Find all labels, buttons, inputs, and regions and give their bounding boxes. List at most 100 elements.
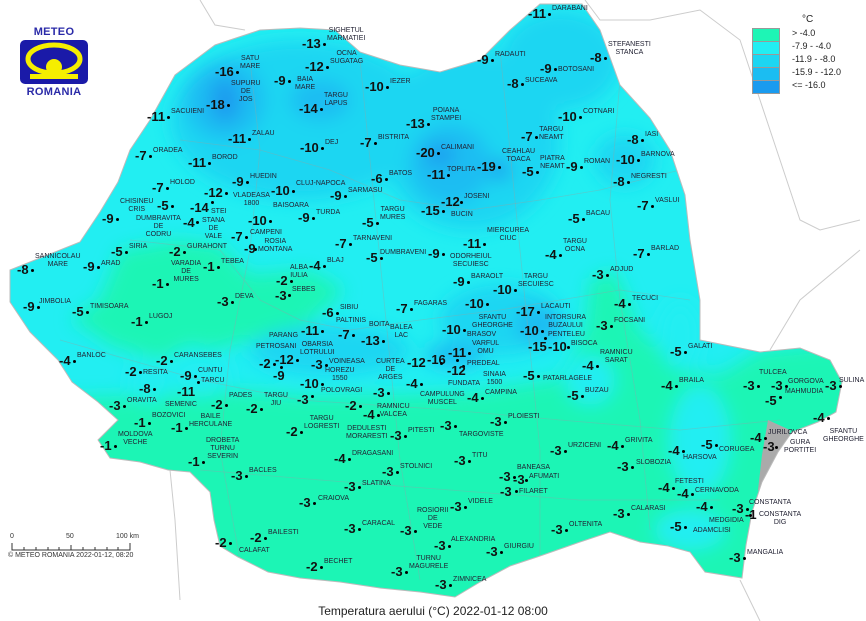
station-name: SIGHETUL MARMATIEI bbox=[327, 27, 366, 42]
station-dot bbox=[347, 457, 351, 461]
station-dot bbox=[564, 528, 568, 532]
station-dot bbox=[436, 151, 440, 155]
station-dot bbox=[193, 374, 197, 378]
station-dot bbox=[455, 358, 459, 362]
station-name: CONSTANTA DIG bbox=[759, 511, 802, 526]
station-dot bbox=[358, 404, 362, 408]
station-name: LACAUTI bbox=[541, 303, 571, 310]
station-dot bbox=[640, 138, 644, 142]
station-temperature: -7 bbox=[633, 246, 645, 261]
station-name: COTNARI bbox=[583, 108, 615, 115]
logo-emblem-icon bbox=[25, 42, 83, 79]
station-dot bbox=[763, 436, 767, 440]
station-temperature: -3 bbox=[617, 459, 629, 474]
station-temperature: -3 bbox=[513, 472, 525, 487]
station-dot bbox=[165, 282, 169, 286]
station-temperature: -1 bbox=[171, 420, 183, 435]
station-name: LUGOJ bbox=[149, 313, 173, 320]
station-dot bbox=[253, 247, 257, 251]
station-name: TARGOVISTE bbox=[459, 431, 504, 438]
station-dot bbox=[778, 395, 782, 399]
station-name: JURILOVCA bbox=[768, 429, 808, 436]
legend-unit: °C bbox=[802, 14, 814, 25]
station-temperature: -6 bbox=[371, 171, 383, 186]
station-name: TURDA bbox=[316, 209, 341, 216]
station-temperature: -10 bbox=[300, 140, 319, 155]
station-dot bbox=[503, 420, 507, 424]
station-name: SANNICOLAU MARE bbox=[35, 253, 81, 268]
station-name: BECHET bbox=[324, 558, 353, 565]
station-name: MIERCUREA CIUC bbox=[487, 227, 530, 242]
legend-item: -7.9 - -4.0 bbox=[752, 41, 864, 55]
scale-tick-0: 0 bbox=[10, 533, 14, 540]
station-name: TARCU bbox=[201, 377, 225, 384]
station-name: IEZER bbox=[390, 78, 411, 85]
station-dot bbox=[453, 424, 457, 428]
station-temperature: -10 bbox=[365, 79, 384, 94]
station-dot bbox=[210, 200, 214, 204]
station-name: SACUIENI bbox=[171, 108, 205, 115]
legend-swatch bbox=[752, 54, 780, 68]
station-dot bbox=[563, 449, 567, 453]
station-dot bbox=[547, 12, 551, 16]
station-dot bbox=[124, 250, 128, 254]
station-temperature: -4 bbox=[545, 247, 557, 262]
legend-swatch bbox=[752, 28, 780, 42]
legend-swatch bbox=[752, 80, 780, 94]
station-temperature: -3 bbox=[551, 522, 563, 537]
scale-tick-100: 100 km bbox=[116, 533, 139, 540]
station-name: BAILESTI bbox=[268, 529, 299, 536]
legend-label: <= -16.0 bbox=[792, 80, 826, 90]
station-dot bbox=[324, 363, 328, 367]
station-name: BOTOSANI bbox=[558, 66, 595, 73]
station-name: BAIA MARE bbox=[295, 76, 316, 91]
station-dot bbox=[566, 345, 570, 349]
station-temperature: -7 bbox=[521, 129, 533, 144]
station-dot bbox=[144, 320, 148, 324]
station-name: OCNA SUGATAG bbox=[330, 50, 364, 65]
station-name: GALATI bbox=[688, 343, 713, 350]
station-name: ADAMCLISI bbox=[693, 527, 731, 534]
station-dot bbox=[714, 443, 718, 447]
station-dot bbox=[138, 370, 142, 374]
station-temperature: -10 bbox=[465, 296, 484, 311]
station-temperature: -3 bbox=[435, 577, 447, 592]
station-temperature: -4 bbox=[668, 443, 680, 458]
station-temperature: -5 bbox=[72, 304, 84, 319]
station-dot bbox=[152, 387, 156, 391]
station-temperature: -9 bbox=[540, 61, 552, 76]
station-temperature: -3 bbox=[434, 538, 446, 553]
station-name: MAHMUDIA bbox=[785, 388, 824, 395]
station-name: CONSTANTA bbox=[749, 499, 792, 506]
station-dot bbox=[524, 478, 528, 482]
station-temperature: -13 bbox=[302, 36, 321, 51]
station-temperature: -1 bbox=[188, 454, 200, 469]
station-dot bbox=[30, 268, 34, 272]
station-temperature: -9 bbox=[102, 211, 114, 226]
station-temperature: -7 bbox=[637, 198, 649, 213]
station-dot bbox=[784, 384, 788, 388]
station-name: VIDELE bbox=[468, 498, 493, 505]
station-name: SLATINA bbox=[362, 480, 391, 487]
station-temperature: -3 bbox=[391, 564, 403, 579]
station-dot bbox=[259, 407, 263, 411]
station-temperature: -4 bbox=[183, 215, 195, 230]
station-name: VASLUI bbox=[655, 197, 680, 204]
station-dot bbox=[224, 191, 228, 195]
station-name: STEFANESTI STANCA bbox=[608, 41, 651, 56]
station-temperature: -3 bbox=[500, 484, 512, 499]
station-dot bbox=[630, 465, 634, 469]
station-temperature: -7 bbox=[231, 229, 243, 244]
station-name: BLAJ bbox=[327, 257, 344, 264]
station-name: URZICENI bbox=[568, 442, 602, 449]
station-temperature: -14 bbox=[190, 200, 209, 215]
station-name: ROMAN bbox=[584, 158, 611, 165]
station-name: FETESTI bbox=[675, 478, 704, 485]
station-temperature: -3 bbox=[490, 414, 502, 429]
station-name: VOINEASA bbox=[329, 358, 365, 365]
station-name: TOPLITA bbox=[447, 166, 476, 173]
station-name: OLTENITA bbox=[569, 521, 603, 528]
station-dot bbox=[467, 351, 471, 355]
station-name: BARNOVA bbox=[641, 151, 675, 158]
station-temperature: -10 bbox=[271, 183, 290, 198]
